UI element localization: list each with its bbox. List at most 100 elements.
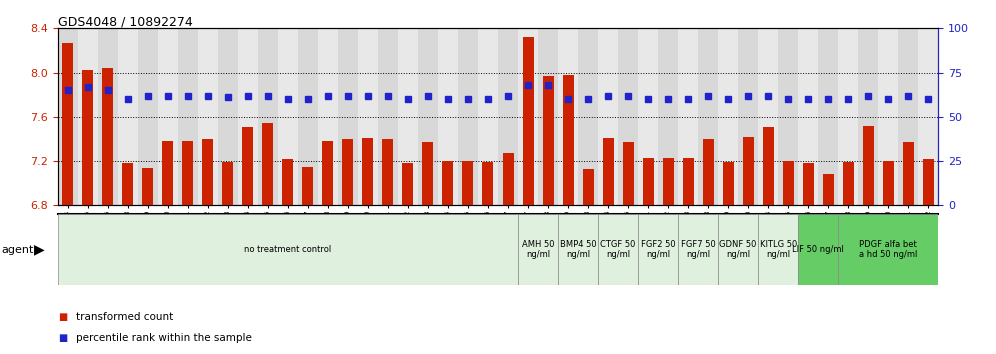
Bar — [882, 161, 893, 205]
Bar — [763, 127, 774, 205]
FancyBboxPatch shape — [738, 28, 758, 205]
Bar — [803, 163, 814, 205]
FancyBboxPatch shape — [238, 28, 258, 205]
Text: no treatment control: no treatment control — [244, 245, 332, 254]
Bar — [723, 162, 734, 205]
Bar — [902, 142, 913, 205]
Bar — [718, 214, 758, 285]
FancyBboxPatch shape — [458, 28, 478, 205]
FancyBboxPatch shape — [318, 28, 338, 205]
Bar — [518, 214, 558, 285]
FancyBboxPatch shape — [598, 28, 619, 205]
Bar — [523, 37, 534, 205]
FancyBboxPatch shape — [839, 28, 859, 205]
Bar — [603, 138, 614, 205]
Bar — [823, 174, 834, 205]
Bar — [123, 163, 133, 205]
FancyBboxPatch shape — [698, 28, 718, 205]
Bar — [798, 214, 839, 285]
Bar — [262, 124, 273, 205]
FancyBboxPatch shape — [377, 28, 398, 205]
Text: KITLG 50
ng/ml: KITLG 50 ng/ml — [760, 240, 797, 259]
Bar — [462, 161, 473, 205]
Bar — [543, 76, 554, 205]
Bar — [563, 75, 574, 205]
Text: BMP4 50
ng/ml: BMP4 50 ng/ml — [560, 240, 597, 259]
FancyBboxPatch shape — [58, 28, 78, 205]
Text: agent: agent — [1, 245, 34, 255]
Bar — [583, 169, 594, 205]
Text: percentile rank within the sample: percentile rank within the sample — [76, 333, 252, 343]
FancyBboxPatch shape — [859, 28, 878, 205]
FancyBboxPatch shape — [478, 28, 498, 205]
FancyBboxPatch shape — [538, 28, 558, 205]
Bar — [58, 214, 518, 285]
Bar — [363, 138, 374, 205]
Bar — [83, 70, 94, 205]
Text: GDS4048 / 10892274: GDS4048 / 10892274 — [58, 16, 192, 29]
Bar — [839, 214, 938, 285]
Bar — [662, 158, 673, 205]
Text: transformed count: transformed count — [76, 312, 173, 322]
Bar — [863, 126, 873, 205]
FancyBboxPatch shape — [358, 28, 377, 205]
Bar — [642, 158, 653, 205]
FancyBboxPatch shape — [678, 28, 698, 205]
FancyBboxPatch shape — [658, 28, 678, 205]
Text: ■: ■ — [58, 312, 67, 322]
Bar — [303, 167, 314, 205]
FancyBboxPatch shape — [258, 28, 278, 205]
FancyBboxPatch shape — [898, 28, 918, 205]
Bar — [202, 139, 213, 205]
FancyBboxPatch shape — [118, 28, 137, 205]
Bar — [638, 214, 678, 285]
FancyBboxPatch shape — [438, 28, 458, 205]
FancyBboxPatch shape — [178, 28, 198, 205]
Bar — [182, 141, 193, 205]
Bar — [103, 68, 114, 205]
FancyBboxPatch shape — [338, 28, 358, 205]
FancyBboxPatch shape — [398, 28, 418, 205]
Text: FGF2 50
ng/ml: FGF2 50 ng/ml — [640, 240, 675, 259]
FancyBboxPatch shape — [218, 28, 238, 205]
FancyBboxPatch shape — [878, 28, 898, 205]
Bar — [442, 161, 453, 205]
Bar — [783, 161, 794, 205]
Bar — [382, 139, 393, 205]
Bar — [682, 158, 693, 205]
Text: GDNF 50
ng/ml: GDNF 50 ng/ml — [719, 240, 757, 259]
Bar — [843, 162, 854, 205]
FancyBboxPatch shape — [758, 28, 778, 205]
FancyBboxPatch shape — [78, 28, 98, 205]
FancyBboxPatch shape — [157, 28, 178, 205]
FancyBboxPatch shape — [98, 28, 118, 205]
Bar — [758, 214, 798, 285]
Bar — [63, 43, 74, 205]
Text: CTGF 50
ng/ml: CTGF 50 ng/ml — [601, 240, 635, 259]
FancyBboxPatch shape — [718, 28, 738, 205]
Bar — [503, 153, 514, 205]
Bar — [702, 139, 713, 205]
Bar — [162, 141, 173, 205]
FancyBboxPatch shape — [518, 28, 538, 205]
FancyBboxPatch shape — [578, 28, 598, 205]
Bar — [622, 142, 633, 205]
Bar — [598, 214, 638, 285]
FancyBboxPatch shape — [558, 28, 578, 205]
FancyBboxPatch shape — [198, 28, 218, 205]
Text: FGF7 50
ng/ml: FGF7 50 ng/ml — [680, 240, 715, 259]
Bar — [558, 214, 598, 285]
Text: PDGF alfa bet
a hd 50 ng/ml: PDGF alfa bet a hd 50 ng/ml — [859, 240, 917, 259]
Bar — [482, 162, 493, 205]
FancyBboxPatch shape — [278, 28, 298, 205]
FancyBboxPatch shape — [498, 28, 518, 205]
Text: LIF 50 ng/ml: LIF 50 ng/ml — [792, 245, 844, 254]
Bar — [142, 168, 153, 205]
FancyBboxPatch shape — [418, 28, 438, 205]
Bar — [242, 127, 253, 205]
FancyBboxPatch shape — [818, 28, 839, 205]
Bar — [422, 142, 433, 205]
Bar — [343, 139, 354, 205]
Text: ■: ■ — [58, 333, 67, 343]
Bar — [922, 159, 933, 205]
